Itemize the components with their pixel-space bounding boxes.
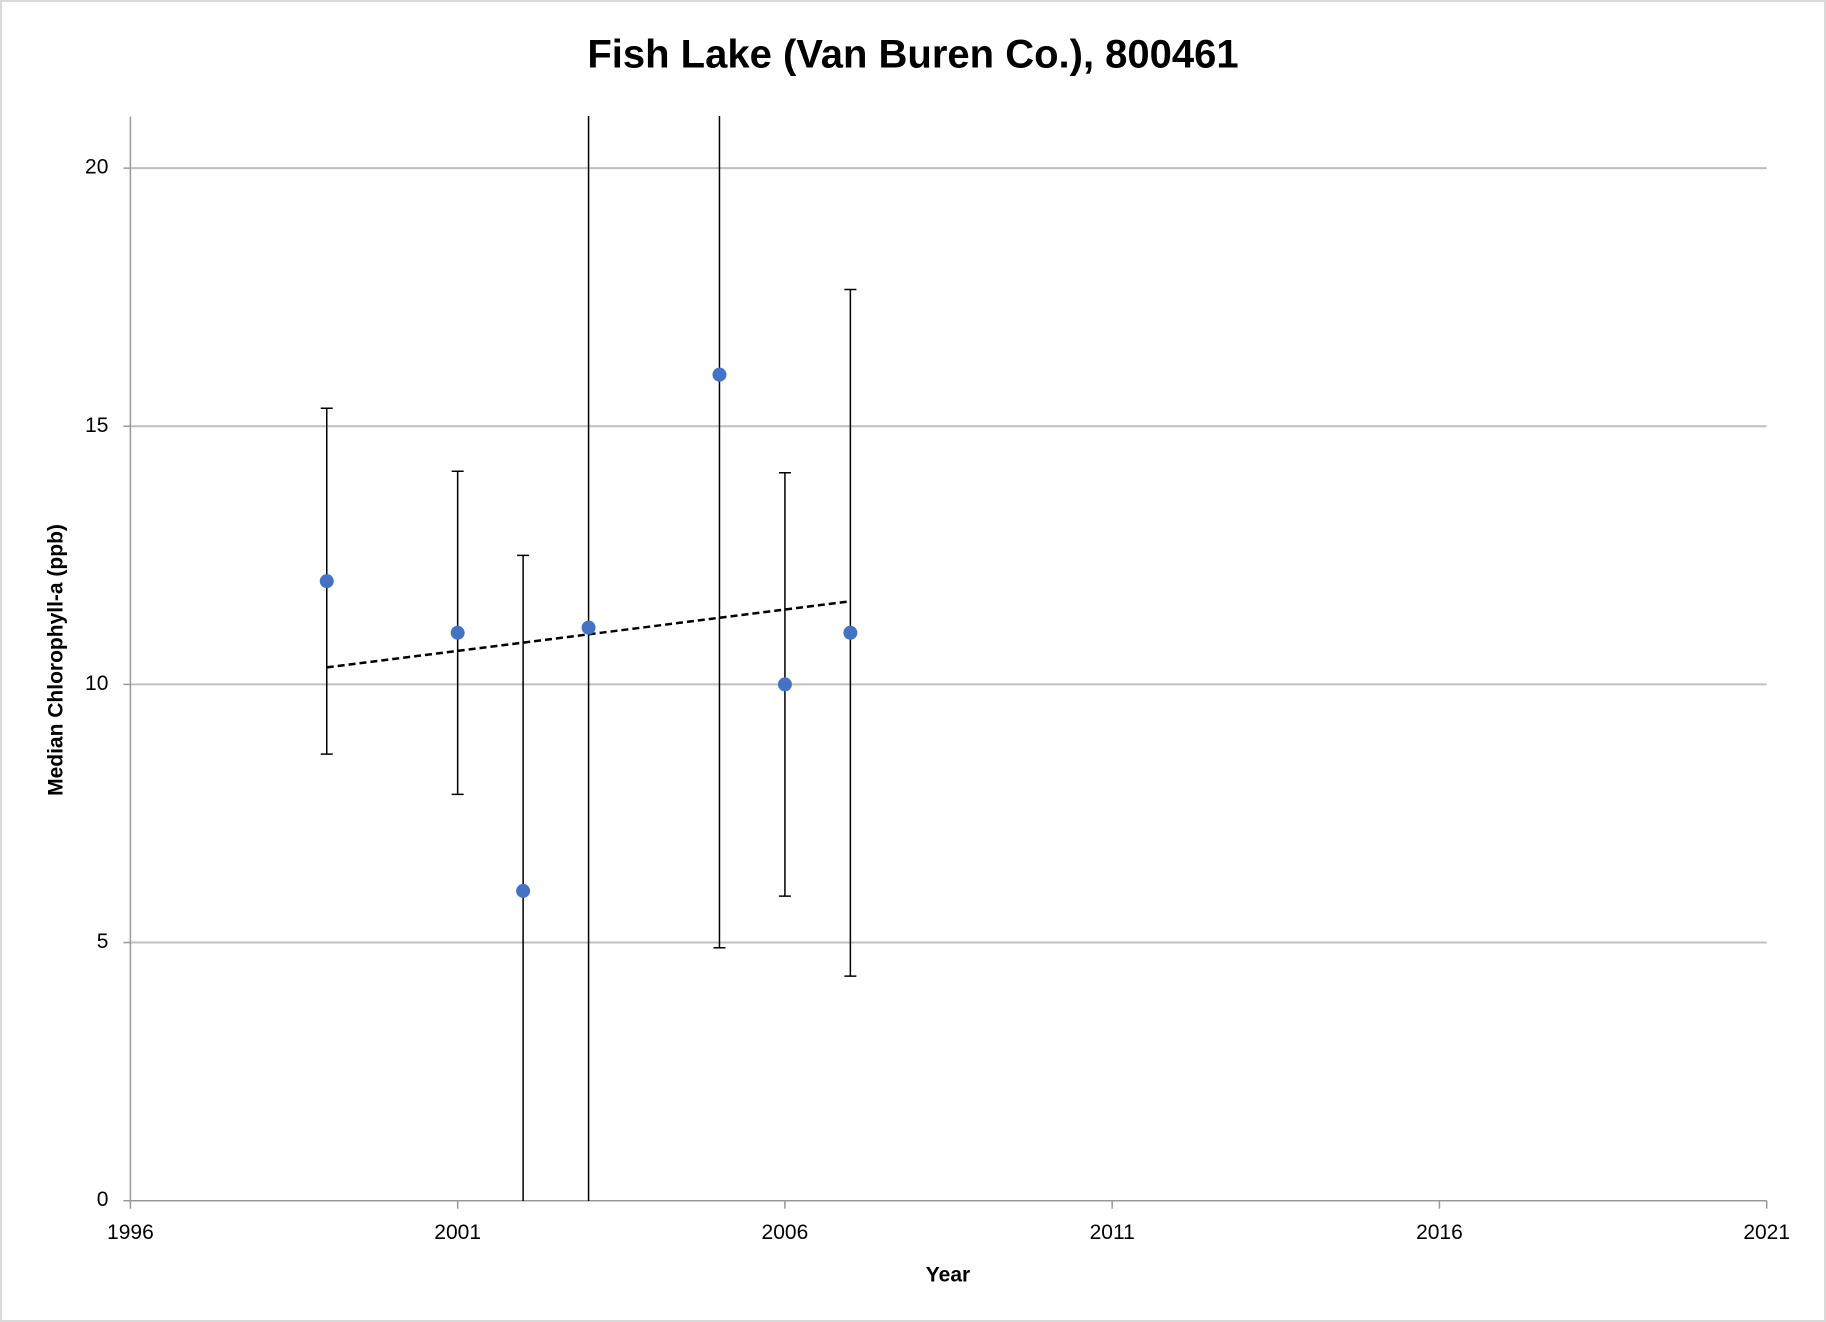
y-tick-label: 15 bbox=[85, 414, 108, 437]
x-tick-label: 2021 bbox=[1743, 1221, 1790, 1244]
y-axis-title: Median Chlorophyll-a (ppb) bbox=[45, 524, 68, 796]
point bbox=[516, 883, 531, 898]
point bbox=[450, 625, 465, 640]
x-tick-label: 2001 bbox=[434, 1221, 481, 1244]
y-tick-label: 20 bbox=[85, 156, 108, 179]
data-layer bbox=[319, 116, 858, 1201]
chart-title: Fish Lake (Van Buren Co.), 800461 bbox=[587, 33, 1238, 77]
point bbox=[843, 625, 858, 640]
x-axis-title: Year bbox=[926, 1264, 970, 1287]
x-tick-label: 2011 bbox=[1090, 1221, 1135, 1244]
point bbox=[581, 620, 596, 635]
x-tick-label: 2016 bbox=[1416, 1221, 1463, 1244]
point bbox=[712, 367, 727, 382]
x-tick-label: 2006 bbox=[762, 1221, 809, 1244]
x-tick-label: 1996 bbox=[107, 1221, 154, 1244]
y-tick-label: 10 bbox=[85, 672, 108, 695]
y-tick-label: 0 bbox=[97, 1188, 109, 1211]
y-tick-label: 5 bbox=[97, 930, 109, 953]
point bbox=[319, 574, 334, 589]
point bbox=[777, 677, 792, 692]
